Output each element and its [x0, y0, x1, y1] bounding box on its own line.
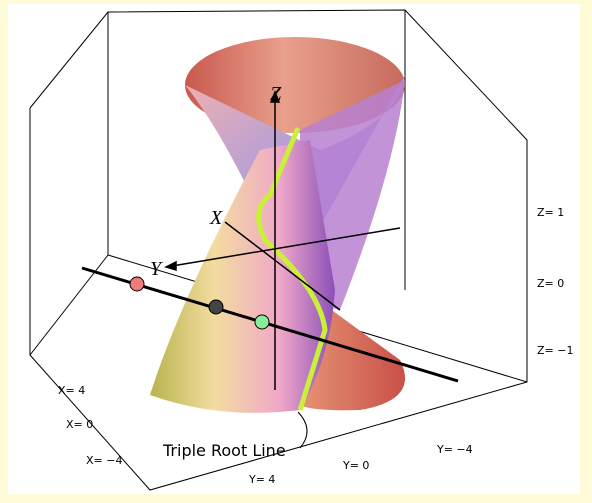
point [255, 315, 269, 329]
tick-label: X= 0 [66, 418, 93, 431]
plot: Z X Y Z= 1 Z= 0 Z= −1 X= 4 X= 0 X= −4 Y=… [0, 0, 592, 503]
axis-label: X [209, 207, 223, 229]
tick-label: Z= 0 [537, 277, 564, 290]
axis-label: Y [150, 258, 163, 280]
point [130, 277, 144, 291]
annotation: Triple Root Line [162, 441, 286, 460]
tick-label: Y= −4 [436, 443, 473, 456]
axis-label: Z [270, 83, 282, 105]
tick-label: X= 4 [58, 384, 85, 397]
tick-label: Y= 4 [248, 473, 275, 486]
tick-label: X= −4 [86, 454, 122, 467]
tick-label: Z= −1 [537, 344, 573, 357]
tick-label: Z= 1 [537, 206, 564, 219]
point [209, 300, 223, 314]
tick-label: Y= 0 [342, 459, 369, 472]
